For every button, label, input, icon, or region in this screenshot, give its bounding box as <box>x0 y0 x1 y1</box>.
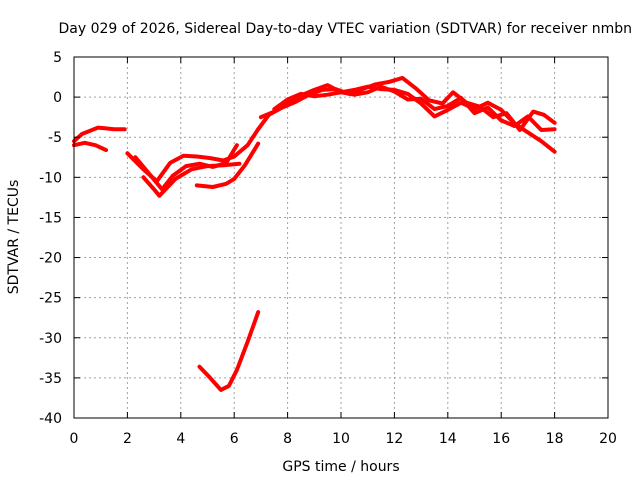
series-line-track-2 <box>72 140 108 153</box>
x-tick-label: 6 <box>230 431 239 447</box>
y-tick-label: -15 <box>39 210 62 226</box>
x-tick-label: 4 <box>176 431 185 447</box>
y-axis-label: SDTVAR / TECUs <box>6 180 22 295</box>
series-line-track-10 <box>197 310 261 392</box>
x-tick-label: 10 <box>332 431 350 447</box>
y-tick-label: -25 <box>39 291 62 307</box>
y-tick-label: -40 <box>39 411 62 427</box>
series-layer <box>72 75 557 392</box>
x-tick-label: 18 <box>546 431 564 447</box>
series-line-track-5 <box>141 161 242 198</box>
y-tick-label: -20 <box>39 251 62 267</box>
grid-layer <box>74 57 608 418</box>
y-tick-label: 0 <box>53 90 62 106</box>
y-tick-label: -35 <box>39 371 62 387</box>
series-line-track-8 <box>258 83 557 132</box>
series-line-track-4 <box>125 127 261 184</box>
y-tick-label: 5 <box>53 50 62 66</box>
x-tick-label: 0 <box>70 431 79 447</box>
x-tick-label: 16 <box>492 431 510 447</box>
series-line-track-9 <box>272 84 557 154</box>
x-tick-label: 14 <box>439 431 457 447</box>
series-line-track-6 <box>194 141 261 189</box>
x-axis-label: GPS time / hours <box>282 459 399 475</box>
x-tick-label: 2 <box>123 431 132 447</box>
y-tick-label: -30 <box>39 331 62 347</box>
y-tick-label: -10 <box>39 170 62 186</box>
x-tick-label: 12 <box>385 431 403 447</box>
series-line-track-1 <box>72 125 127 144</box>
tick-layer: 0 2 4 6 8 10 12 14 16 18 20 5 0 -5 -10 -15 -20 -25 -30 -35 -… <box>39 50 617 447</box>
chart-title: Day 029 of 2026, Sidereal Day-to-day VTE… <box>59 21 633 37</box>
y-tick-label: -5 <box>48 130 62 146</box>
x-tick-label: 20 <box>599 431 617 447</box>
x-tick-label: 8 <box>283 431 292 447</box>
